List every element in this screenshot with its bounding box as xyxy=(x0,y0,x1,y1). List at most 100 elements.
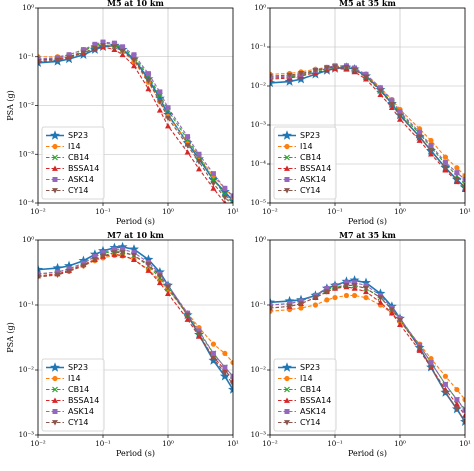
legend-label: CB14 xyxy=(68,385,89,394)
marker xyxy=(417,342,423,348)
marker xyxy=(119,51,126,58)
marker xyxy=(210,341,217,347)
marker xyxy=(52,386,58,393)
marker xyxy=(54,272,61,278)
marker xyxy=(52,143,58,150)
marker xyxy=(349,275,360,285)
marker xyxy=(131,250,137,256)
marker xyxy=(38,59,41,65)
marker xyxy=(219,186,230,196)
marker xyxy=(184,316,191,322)
y-tick-label: 10⁻² xyxy=(19,366,35,374)
x-axis-label: Period (s) xyxy=(348,217,387,226)
marker xyxy=(230,373,233,379)
marker xyxy=(363,294,369,301)
marker xyxy=(156,107,163,113)
x-tick-label: 10⁰ xyxy=(162,440,174,448)
y-axis-label: PSA (g) xyxy=(6,322,15,353)
marker xyxy=(131,252,138,259)
marker xyxy=(324,297,330,303)
marker xyxy=(52,375,58,382)
marker xyxy=(100,39,106,45)
marker xyxy=(460,416,465,426)
marker xyxy=(165,287,171,293)
marker xyxy=(184,143,191,149)
marker xyxy=(145,85,152,92)
axes-frame xyxy=(269,239,466,436)
marker xyxy=(332,294,338,301)
marker xyxy=(52,409,58,414)
marker xyxy=(428,148,435,154)
marker xyxy=(298,298,304,304)
marker xyxy=(185,134,191,140)
marker xyxy=(388,310,395,316)
legend-label: I14 xyxy=(300,374,313,383)
legend-label: ASK14 xyxy=(68,407,94,416)
marker xyxy=(196,151,202,157)
chart-title: M5 at 35 km xyxy=(339,0,396,8)
marker xyxy=(377,295,384,301)
marker xyxy=(80,50,87,56)
marker xyxy=(210,171,216,177)
y-tick-label: 10⁰ xyxy=(22,4,34,12)
marker xyxy=(66,55,73,61)
marker xyxy=(397,317,403,324)
marker xyxy=(284,409,290,414)
plot-area xyxy=(38,39,233,203)
marker xyxy=(196,165,203,172)
y-tick-label: 10⁻¹ xyxy=(251,43,267,51)
marker xyxy=(388,307,395,313)
marker xyxy=(351,283,358,289)
marker xyxy=(442,154,449,160)
legend-label: ASK14 xyxy=(300,175,326,184)
marker xyxy=(52,188,58,194)
marker xyxy=(196,159,203,165)
legend-label: BSSA14 xyxy=(300,164,331,173)
axes-frame xyxy=(37,7,234,204)
marker xyxy=(324,285,330,291)
marker xyxy=(52,262,63,273)
legend-label: ASK14 xyxy=(300,407,326,416)
marker xyxy=(210,185,217,191)
marker xyxy=(284,397,290,403)
legend-label: BSSA14 xyxy=(68,164,99,173)
marker xyxy=(52,420,58,426)
marker xyxy=(312,68,319,74)
marker xyxy=(284,143,290,150)
marker xyxy=(454,165,460,171)
marker xyxy=(55,269,61,275)
marker xyxy=(196,331,203,337)
x-tick-label: 10⁻² xyxy=(262,208,278,216)
marker xyxy=(416,345,423,351)
legend-label: CB14 xyxy=(68,153,89,162)
marker xyxy=(284,177,290,182)
y-tick-label: 10⁻¹ xyxy=(251,301,267,309)
marker xyxy=(377,299,384,305)
legend-label: I14 xyxy=(300,142,313,151)
marker xyxy=(270,74,273,80)
plot-area xyxy=(38,241,233,394)
marker xyxy=(454,170,460,176)
chart-title: M7 at 35 km xyxy=(339,230,396,240)
marker xyxy=(286,72,293,79)
series-line xyxy=(38,42,233,203)
marker xyxy=(80,47,86,53)
legend-label: I14 xyxy=(68,142,81,151)
marker xyxy=(442,165,449,171)
marker xyxy=(50,130,60,140)
marker xyxy=(156,279,163,286)
marker xyxy=(52,154,58,161)
axes-frame xyxy=(37,239,234,436)
axes-frame xyxy=(269,7,466,204)
x-axis-label: Period (s) xyxy=(116,217,155,226)
legend-label: BSSA14 xyxy=(300,396,331,405)
marker xyxy=(131,62,138,69)
plot-area xyxy=(270,62,465,193)
marker xyxy=(52,165,58,171)
legend-label: CY14 xyxy=(300,186,321,195)
marker xyxy=(286,304,293,310)
marker xyxy=(284,76,295,86)
marker xyxy=(453,177,460,183)
marker xyxy=(270,302,273,308)
